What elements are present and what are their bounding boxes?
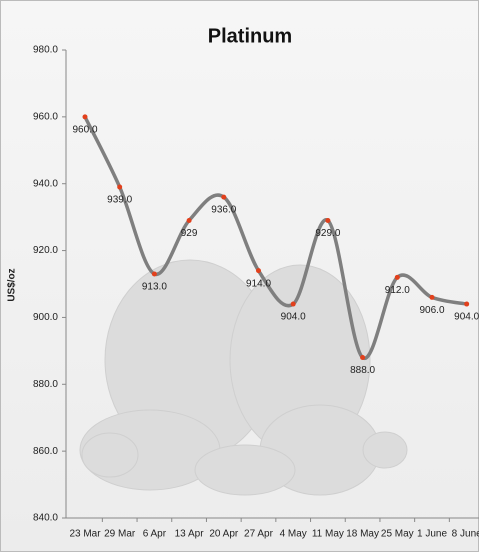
data-point — [256, 268, 261, 274]
data-point — [429, 294, 435, 300]
y-tick-label: 880.0 — [33, 379, 58, 390]
data-label: 936.0 — [211, 205, 236, 216]
data-point — [325, 217, 331, 223]
data-point — [394, 274, 400, 280]
y-tick-label: 940.0 — [33, 178, 58, 189]
x-tick-label: 1 June — [417, 529, 447, 540]
data-point — [117, 184, 123, 190]
x-tick-label: 4 May — [280, 529, 307, 540]
y-tick-label: 920.0 — [33, 245, 58, 256]
data-label: 904.0 — [281, 312, 306, 323]
y-tick-label: 900.0 — [33, 312, 58, 323]
x-tick-label: 27 Apr — [244, 529, 274, 540]
x-tick-label: 23 Mar — [69, 529, 101, 540]
data-point — [464, 301, 470, 307]
background-rocks — [79, 259, 408, 496]
data-label: 888.0 — [350, 365, 375, 376]
data-label: 929 — [181, 228, 198, 239]
data-point — [360, 355, 366, 361]
data-label: 912.0 — [385, 285, 410, 296]
y-axis-label: US$/oz — [7, 268, 18, 301]
x-tick-label: 25 May — [381, 529, 414, 540]
x-tick-label: 18 May — [346, 529, 379, 540]
x-tick-label: 6 Apr — [143, 529, 167, 540]
x-tick-label: 20 Apr — [209, 529, 239, 540]
data-point — [186, 217, 192, 223]
data-point — [82, 114, 88, 120]
chart-title: Platinum — [208, 25, 292, 47]
data-label: 914.0 — [246, 278, 271, 289]
data-label: 913.0 — [142, 282, 167, 293]
x-tick-label: 11 May — [312, 529, 344, 540]
y-tick-label: 960.0 — [33, 111, 58, 122]
data-point — [221, 194, 227, 200]
x-tick-label: 8 June — [452, 529, 479, 540]
data-point — [290, 301, 296, 307]
x-tick-label: 29 Mar — [104, 529, 136, 540]
data-label: 939.0 — [107, 195, 132, 206]
data-point — [151, 271, 157, 277]
data-label: 929.0 — [315, 228, 340, 239]
data-label: 960.0 — [72, 124, 97, 135]
data-label: 904.0 — [454, 312, 479, 323]
y-tick-label: 840.0 — [33, 513, 58, 524]
data-label: 906.0 — [419, 305, 444, 316]
y-tick-label: 860.0 — [33, 446, 58, 457]
y-tick-label: 980.0 — [33, 45, 58, 56]
x-tick-label: 13 Apr — [175, 529, 205, 540]
